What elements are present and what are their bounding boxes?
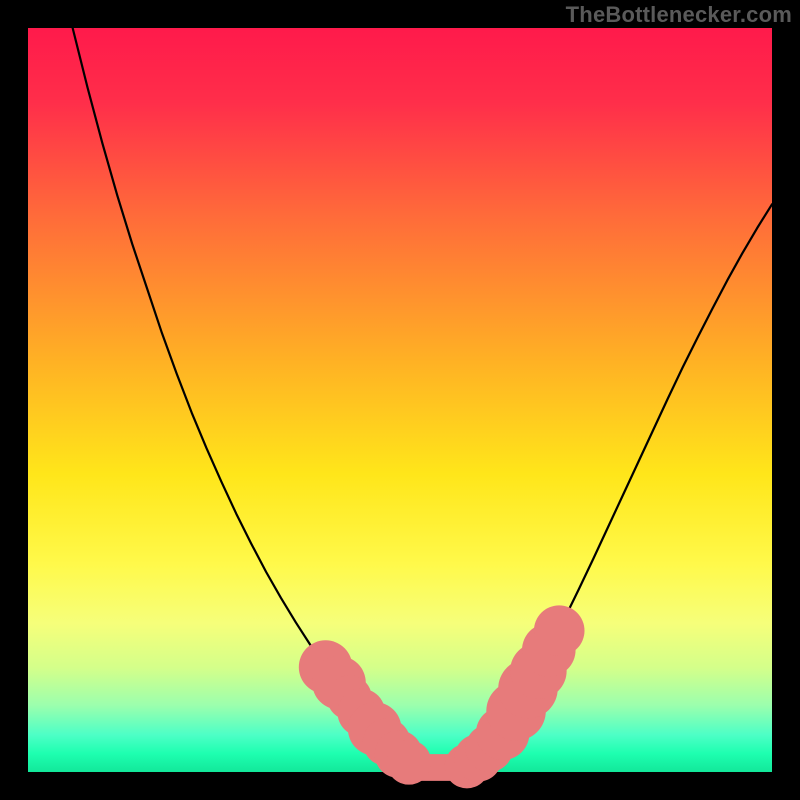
plot-background <box>28 28 772 772</box>
chart-container: TheBottlenecker.com <box>0 0 800 800</box>
plot-svg <box>0 0 800 800</box>
watermark-text: TheBottlenecker.com <box>566 2 792 28</box>
marker-dot <box>534 605 585 656</box>
marker-dot <box>387 740 432 785</box>
